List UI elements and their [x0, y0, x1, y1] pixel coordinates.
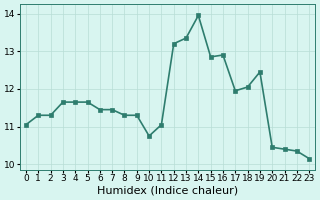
X-axis label: Humidex (Indice chaleur): Humidex (Indice chaleur)	[97, 186, 238, 196]
